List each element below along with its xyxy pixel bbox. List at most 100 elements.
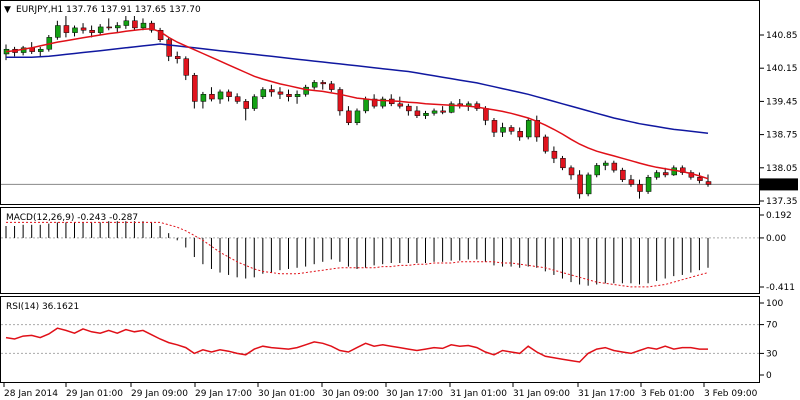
price-tick-label: 138.75 bbox=[766, 131, 798, 141]
candle-body bbox=[637, 184, 643, 192]
candle-body bbox=[192, 75, 198, 102]
candle-body bbox=[311, 82, 318, 88]
candle-body bbox=[123, 20, 130, 26]
candle-body bbox=[654, 172, 660, 178]
macd-panel bbox=[0, 207, 760, 294]
candle-body bbox=[252, 96, 258, 109]
candle-body bbox=[594, 165, 600, 176]
time-tick-label: 30 Jan 17:00 bbox=[386, 389, 443, 399]
candle-body bbox=[200, 94, 207, 102]
candle-body bbox=[209, 94, 215, 100]
candle-body bbox=[166, 39, 172, 57]
candle-body bbox=[440, 110, 446, 113]
time-tick-label: 30 Jan 09:00 bbox=[322, 389, 379, 399]
candle-body bbox=[157, 30, 164, 40]
candle-body bbox=[551, 150, 558, 159]
candle-body bbox=[149, 22, 155, 31]
ma-slow-line bbox=[6, 43, 709, 134]
menu-arrow-icon[interactable]: ▼ bbox=[4, 5, 11, 15]
candle-body bbox=[89, 30, 95, 33]
candle-body bbox=[260, 89, 267, 97]
candle-body bbox=[226, 91, 232, 97]
candle-body bbox=[183, 58, 190, 76]
price-axis: 140.85 140.15 139.45 138.75 138.05 137.35 137.… bbox=[760, 31, 798, 207]
price-tick-label: 137.35 bbox=[766, 197, 798, 207]
candle-body bbox=[294, 94, 301, 97]
candle-body bbox=[525, 120, 532, 138]
candle-body bbox=[371, 98, 378, 107]
candle-body bbox=[140, 22, 147, 29]
candle-body bbox=[329, 83, 335, 90]
candle-body bbox=[174, 56, 181, 59]
candle-body bbox=[234, 96, 241, 102]
candle-body bbox=[277, 91, 284, 95]
candle-body bbox=[423, 113, 429, 116]
current-price-tag bbox=[760, 178, 798, 191]
price-tick-label: 140.85 bbox=[766, 31, 798, 41]
macd-tick-label: 0.00 bbox=[766, 234, 786, 244]
candle-body bbox=[132, 20, 138, 29]
candle-body bbox=[80, 27, 87, 31]
candle-body bbox=[337, 89, 344, 112]
candle-body bbox=[568, 167, 575, 176]
time-tick-label: 3 Feb 09:00 bbox=[704, 389, 758, 399]
candle-body bbox=[483, 108, 489, 121]
candle-body bbox=[508, 127, 515, 132]
macd-title: MACD(12,26,9) -0.243 -0.287 bbox=[6, 213, 138, 223]
candle-body bbox=[55, 25, 61, 38]
candle-body bbox=[560, 158, 566, 169]
moving-averages bbox=[5, 28, 709, 180]
current-price-label: 137.70 bbox=[764, 180, 796, 190]
symbol-header: EURJPY,H1 137.76 137.91 137.65 137.70 bbox=[16, 5, 201, 15]
candle-body bbox=[431, 110, 438, 114]
time-tick-label: 3 Feb 01:00 bbox=[641, 389, 695, 399]
time-tick-label: 31 Jan 09:00 bbox=[513, 389, 570, 399]
time-tick-label: 29 Jan 01:00 bbox=[66, 389, 123, 399]
candle-body bbox=[680, 167, 686, 173]
macd-tick-label: 0.192 bbox=[766, 211, 792, 221]
time-tick-label: 29 Jan 17:00 bbox=[195, 389, 252, 399]
price-tick-label: 138.05 bbox=[766, 164, 798, 174]
candle-body bbox=[406, 105, 412, 112]
candle-body bbox=[303, 86, 309, 95]
candle-body bbox=[645, 177, 652, 192]
candle-body bbox=[577, 174, 583, 195]
time-tick-label: 31 Jan 17:00 bbox=[578, 389, 635, 399]
rsi-tick-label: 100 bbox=[766, 299, 783, 309]
ma-fast-line bbox=[5, 28, 709, 180]
candle-body bbox=[534, 120, 541, 138]
candle-body bbox=[269, 89, 275, 93]
candle-body bbox=[217, 91, 224, 100]
rsi-tick-label: 30 bbox=[766, 349, 778, 359]
candle-body bbox=[671, 167, 678, 176]
candle-body bbox=[500, 127, 506, 133]
time-tick-label: 29 Jan 09:00 bbox=[131, 389, 188, 399]
rsi-line bbox=[5, 327, 708, 363]
candle-body bbox=[414, 110, 421, 116]
rsi-title: RSI(14) 36.1621 bbox=[6, 302, 79, 312]
rsi-tick-label: 70 bbox=[766, 321, 778, 331]
candle-body bbox=[320, 82, 327, 85]
candle-body bbox=[37, 48, 44, 52]
candle-body bbox=[697, 177, 703, 181]
candle-body bbox=[517, 131, 523, 138]
candle-body bbox=[628, 179, 635, 185]
candle-body bbox=[243, 101, 249, 109]
rsi-tick-label: 0 bbox=[766, 371, 772, 381]
macd-series: 0.192 0.00 -0.411 bbox=[1, 211, 795, 293]
time-tick-label: 30 Jan 01:00 bbox=[258, 389, 315, 399]
candle-body bbox=[363, 98, 369, 112]
macd-signal-line bbox=[6, 221, 709, 288]
candle-body bbox=[286, 94, 292, 97]
candle-body bbox=[620, 169, 626, 180]
candle-body bbox=[491, 120, 498, 133]
candle-body bbox=[603, 162, 609, 166]
rsi-panel bbox=[0, 296, 760, 383]
price-tick-label: 140.15 bbox=[766, 64, 798, 74]
candle-body bbox=[97, 26, 104, 33]
candle-body bbox=[63, 25, 70, 33]
candle-body bbox=[662, 172, 669, 176]
candle-body bbox=[72, 27, 78, 33]
candle-body bbox=[397, 103, 404, 107]
